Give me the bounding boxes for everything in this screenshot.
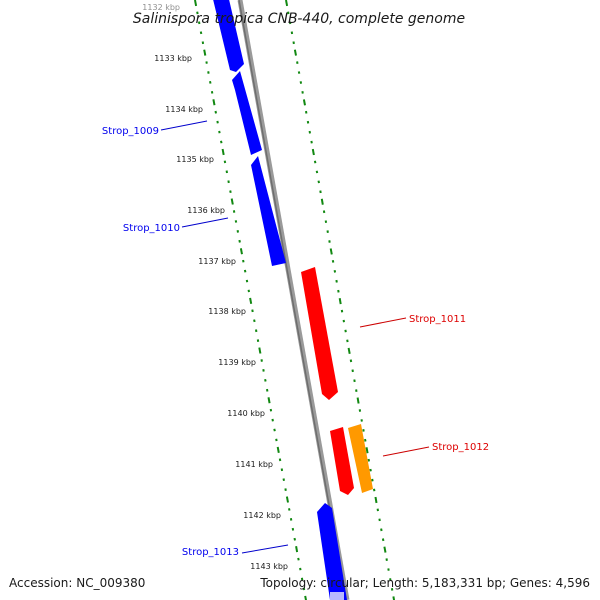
gene-labels: Strop_1009 Strop_1010 Strop_1011 Strop_1… <box>102 126 489 558</box>
inner-dotted-track-dash <box>258 347 262 354</box>
inner-dotted-track-dash <box>203 49 207 56</box>
outer-dotted-track-dash <box>293 49 297 56</box>
outer-dotted-track-dash <box>285 0 289 7</box>
outer-dotted-track-dash <box>313 160 317 164</box>
tick-label: 1142 kbp <box>243 511 281 520</box>
tick-labels: 1132 kbp 1133 kbp 1134 kbp 1135 kbp 1136… <box>142 3 288 571</box>
tick-label: 1139 kbp <box>218 358 256 367</box>
outer-dotted-track-dash <box>331 259 335 263</box>
inner-dotted-track-dash <box>243 269 247 273</box>
outer-dotted-track-dash <box>329 248 333 255</box>
outer-dotted-track-dash <box>383 546 387 553</box>
inner-dotted-track-dash <box>234 220 238 223</box>
gene-arrow-strop-1010[interactable] <box>251 156 286 266</box>
outer-dotted-track-dash <box>311 148 315 156</box>
gene-arrow-strop-1009[interactable] <box>232 71 262 155</box>
inner-dotted-track-dash <box>209 80 212 84</box>
gene-label-strop-1013[interactable]: Strop_1013 <box>182 547 239 558</box>
gene-arrow-bottom-tail <box>330 592 344 600</box>
inner-dotted-track-dash <box>239 248 243 255</box>
outer-dotted-track-dash <box>364 438 367 442</box>
outer-dotted-track-dash <box>349 359 353 363</box>
outer-dotted-track-dash <box>381 538 385 542</box>
tick-label: 1140 kbp <box>227 409 265 418</box>
inner-dotted-track-dash <box>282 478 285 482</box>
inner-dotted-track-dash <box>212 99 216 106</box>
inner-dotted-track-dash <box>238 239 241 243</box>
inner-dotted-track-dash <box>229 190 232 194</box>
inner-dotted-track-dash <box>253 319 256 323</box>
inner-dotted-track-dash <box>293 537 296 541</box>
outer-dotted-track-dash <box>317 180 320 184</box>
outer-dotted-track-dash <box>356 397 360 404</box>
tick-label: 1138 kbp <box>208 307 246 316</box>
gene-arrow-top[interactable] <box>212 0 244 72</box>
outer-dotted-track-dash <box>333 269 337 273</box>
map-title: Salinispora tropica CNB-440, complete ge… <box>133 11 465 27</box>
inner-dotted-track-dash <box>273 428 276 432</box>
tick-label: 1137 kbp <box>198 257 236 266</box>
outer-dotted-track-dash <box>302 99 306 106</box>
inner-dotted-track-dash <box>230 198 234 205</box>
gene-label-leaders <box>160 120 430 554</box>
tick-label: 1141 kbp <box>235 460 273 469</box>
outer-dotted-track-dash <box>299 81 303 84</box>
outer-dotted-track-dash <box>338 298 342 305</box>
inner-dotted-track-dash <box>223 160 227 164</box>
tick-label: 1133 kbp <box>154 54 192 63</box>
accession-text: Accession: NC_009380 <box>9 576 145 590</box>
outer-dotted-track-dash <box>374 496 378 504</box>
gene-arrow-strop-1011[interactable] <box>301 267 338 400</box>
dotted-tracks <box>194 0 396 600</box>
inner-dotted-track-dash <box>194 0 198 7</box>
inner-dotted-track-dash <box>267 397 271 404</box>
gene-arrow-strop-1013[interactable] <box>317 503 347 600</box>
outer-dotted-track-dash <box>365 447 369 454</box>
inner-dotted-track-dash <box>249 297 253 304</box>
tick-label: 1132 kbp <box>142 3 180 12</box>
inner-dotted-track-dash <box>221 148 225 156</box>
outer-dotted-track-dash <box>320 198 324 205</box>
gene-label-strop-1009[interactable]: Strop_1009 <box>102 126 159 137</box>
outer-dotted-track-dash <box>297 71 301 74</box>
inner-dotted-track-dash <box>278 458 282 462</box>
tick-label: 1136 kbp <box>187 206 225 215</box>
gene-label-strop-1011[interactable]: Strop_1011 <box>409 314 466 325</box>
genome-backbone <box>237 0 350 600</box>
outer-dotted-track-dash <box>315 170 319 174</box>
inner-dotted-track-dash <box>214 110 217 114</box>
inner-dotted-track-dash <box>199 31 203 35</box>
outer-dotted-track-dash <box>347 347 351 354</box>
inner-dotted-track-dash <box>276 446 280 453</box>
inner-dotted-track-dash <box>264 378 267 382</box>
gene-arrow-strop-1012-pseudo[interactable] <box>348 424 373 493</box>
inner-dotted-track-dash <box>295 546 299 553</box>
gene-arrow-strop-1012[interactable] <box>330 427 354 495</box>
tick-label: 1135 kbp <box>176 155 214 164</box>
tick-label: 1143 kbp <box>250 562 288 571</box>
inner-dotted-track-dash <box>288 508 291 511</box>
outer-dotted-track-dash <box>380 528 383 532</box>
outer-dotted-track-dash <box>392 596 396 600</box>
genome-summary-text: Topology: circular; Length: 5,183,331 bp… <box>259 576 590 590</box>
inner-dotted-track-dash <box>297 557 300 561</box>
tick-label: 1134 kbp <box>165 105 203 114</box>
inner-dotted-track-dash <box>302 587 306 591</box>
gene-features <box>212 0 373 600</box>
inner-dotted-track-dash <box>304 595 307 600</box>
gene-label-strop-1010[interactable]: Strop_1010 <box>123 223 180 234</box>
inner-dotted-track-dash <box>285 496 289 503</box>
gene-label-strop-1012[interactable]: Strop_1012 <box>432 442 489 453</box>
inner-dotted-track-dash <box>220 140 223 144</box>
